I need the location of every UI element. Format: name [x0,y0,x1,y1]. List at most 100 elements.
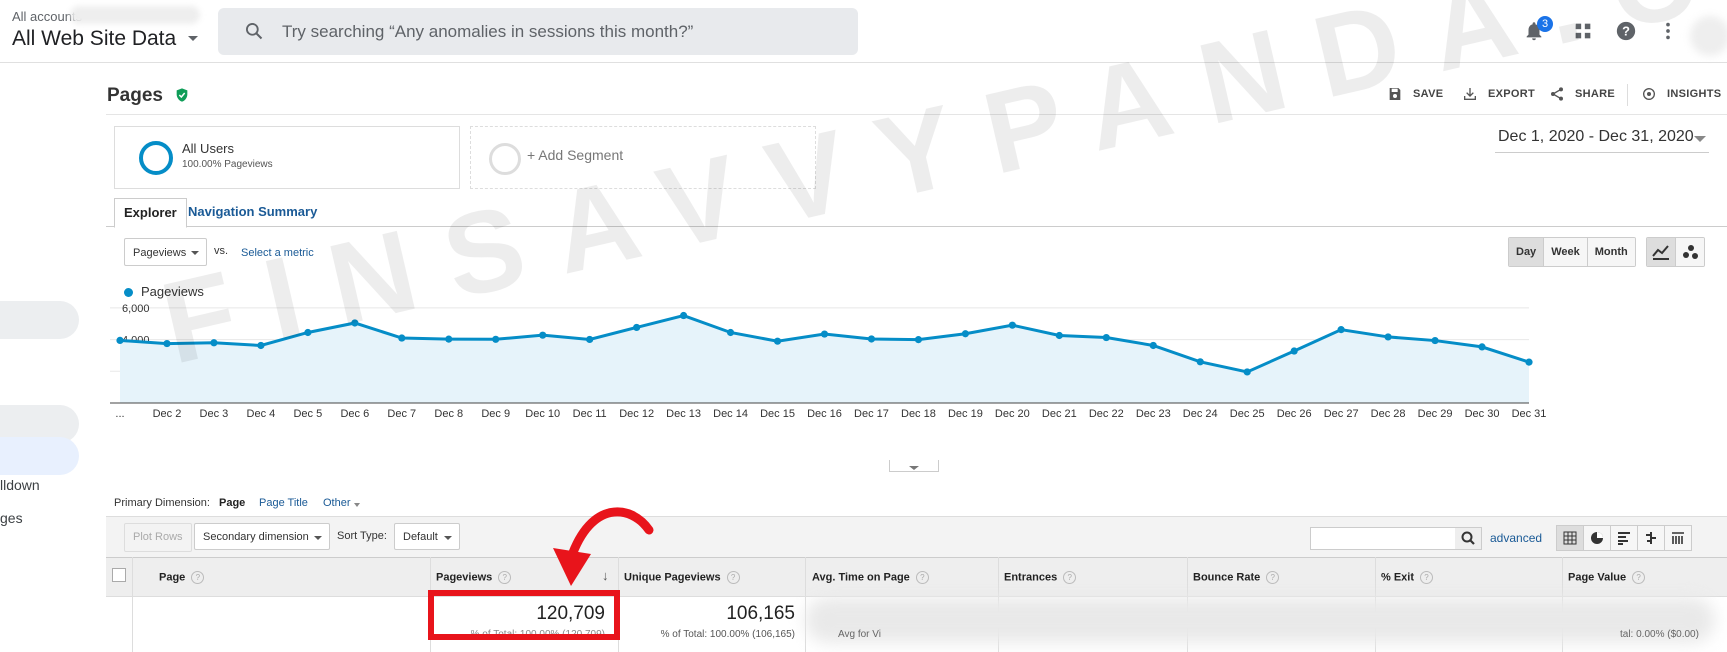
total-pageviews: 120,709 [536,603,605,624]
data-table-view-button[interactable] [1557,526,1584,550]
data-point [398,334,406,342]
metric-select[interactable]: Pageviews [124,238,207,266]
add-segment-button[interactable]: + Add Segment [470,126,816,189]
date-range-underline [1495,152,1709,153]
period-month-button[interactable]: Month [1587,238,1635,266]
select-metric-link[interactable]: Select a metric [241,247,314,259]
period-week-button[interactable]: Week [1544,238,1588,266]
bubble-chart-icon [1683,245,1698,259]
divider [106,114,1727,115]
secondary-dimension-select[interactable]: Secondary dimension [194,523,330,550]
avatar-redacted [1690,16,1727,56]
data-point [914,336,923,344]
pivot-view-button[interactable] [1665,526,1691,550]
help-icon[interactable]: ? [1615,20,1637,42]
column-header-unique-pageviews[interactable]: Unique Pageviews? [624,571,740,584]
save-button[interactable]: SAVE [1413,88,1444,100]
segment-all-users[interactable]: All Users 100.00% Pageviews [114,126,460,189]
insights-button[interactable]: INSIGHTS [1667,88,1722,100]
segment-subtitle: 100.00% Pageviews [182,159,273,170]
help-icon[interactable]: ? [1632,571,1646,584]
sidebar-item-redacted[interactable] [0,405,79,443]
more-vert-icon[interactable] [1657,20,1679,42]
help-icon[interactable]: ? [191,571,205,584]
tab-navigation-summary[interactable]: Navigation Summary [188,204,318,219]
data-point [680,311,688,320]
save-icon[interactable] [1387,86,1403,102]
caret-down-icon [444,536,452,540]
account-name-redacted [70,6,200,24]
data-point [116,336,124,345]
sidebar-item-label[interactable]: lldown [0,477,40,493]
column-header-avg-time[interactable]: Avg. Time on Page? [812,571,929,584]
x-tick-label: Dec 18 [901,408,936,420]
dimension-page-title[interactable]: Page Title [259,497,308,509]
data-point [867,335,876,343]
column-header-bounce-rate[interactable]: Bounce Rate? [1193,571,1280,584]
export-button[interactable]: EXPORT [1488,88,1536,100]
comparison-icon [1646,532,1656,544]
sidebar-item-label[interactable]: ges [0,510,23,526]
caret-down-icon[interactable] [188,36,198,41]
toolbar-divider [1627,84,1628,106]
export-icon[interactable] [1462,86,1478,102]
property-view-selector[interactable]: All Web Site Data [12,27,177,50]
x-tick-label: Dec 23 [1136,408,1171,420]
column-header-exit[interactable]: % Exit? [1381,571,1434,584]
search-icon [246,23,263,40]
data-point [1290,347,1298,355]
caret-down-icon [314,536,322,540]
table-filter-input[interactable] [1310,527,1457,550]
share-icon[interactable] [1549,86,1565,102]
tab-explorer[interactable]: Explorer [114,198,187,228]
insights-icon[interactable] [1641,86,1657,102]
x-tick-label: Dec 21 [1042,408,1077,420]
search-bar[interactable]: Try searching “Any anomalies in sessions… [218,8,858,55]
caret-down-icon[interactable] [1694,136,1706,142]
data-point [1431,336,1439,345]
legend-swatch [124,288,133,297]
x-tick-label: Dec 15 [760,408,795,420]
help-icon[interactable]: ? [726,571,740,584]
chart-resize-handle[interactable] [889,460,939,472]
apps-grid-icon[interactable] [1572,20,1594,42]
x-tick-label: Dec 28 [1371,408,1406,420]
x-tick-label: ... [115,408,124,420]
period-day-button[interactable]: Day [1509,238,1545,266]
sidebar-item-active[interactable] [0,437,79,475]
comparison-view-button[interactable] [1638,526,1665,550]
sort-descending-icon[interactable]: ↓ [602,568,609,583]
column-header-entrances[interactable]: Entrances? [1004,571,1077,584]
caret-down-icon[interactable] [354,503,360,507]
dimension-other[interactable]: Other [323,497,351,509]
advanced-filter-link[interactable]: advanced [1490,531,1543,545]
pie-chart-icon [1591,532,1603,544]
x-tick-label: Dec 2 [153,408,182,420]
help-icon[interactable]: ? [1266,571,1280,584]
motion-chart-button[interactable] [1676,238,1704,266]
sort-type-select[interactable]: Default [394,523,460,550]
line-chart-icon [1652,245,1669,260]
plot-rows-button[interactable]: Plot Rows [124,523,192,552]
percentage-view-button[interactable] [1584,526,1611,550]
table-search-button[interactable] [1455,527,1482,550]
column-header-page-value[interactable]: Page Value? [1568,571,1646,584]
performance-view-button[interactable] [1611,526,1638,550]
column-header-pageviews[interactable]: Pageviews? [436,571,512,584]
page-title: Pages [107,85,190,107]
line-chart-button[interactable] [1647,238,1676,266]
help-icon[interactable]: ? [498,571,512,584]
share-button[interactable]: SHARE [1575,88,1616,100]
help-icon[interactable]: ? [1420,571,1434,584]
sidebar-item-redacted[interactable] [0,301,79,339]
data-point [1525,358,1533,366]
dimension-page[interactable]: Page [219,497,246,509]
help-icon[interactable]: ? [915,571,929,584]
help-icon[interactable]: ? [1063,571,1077,584]
date-range-picker[interactable]: Dec 1, 2020 - Dec 31, 2020 [1498,128,1694,145]
select-all-checkbox[interactable] [112,568,126,582]
column-header-page[interactable]: Page? [159,571,205,584]
top-app-bar: All accounts All Web Site Data Try searc… [0,0,1727,63]
x-tick-label: Dec 27 [1324,408,1359,420]
account-breadcrumb[interactable]: All accounts [12,9,83,24]
